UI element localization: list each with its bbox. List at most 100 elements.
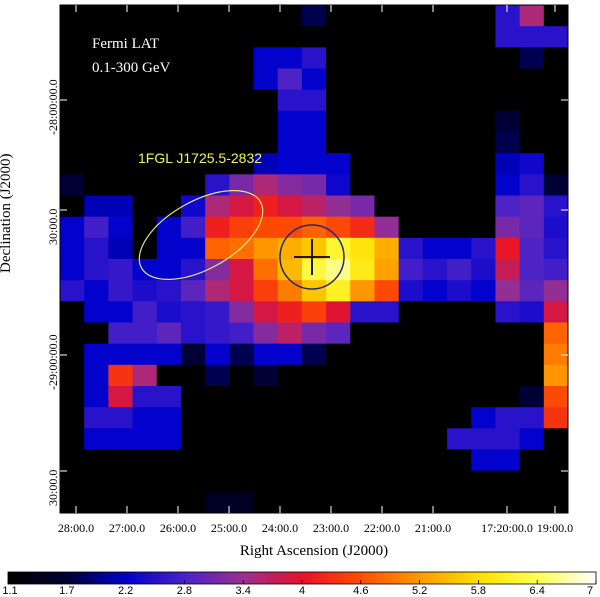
heatmap-cell <box>132 153 158 175</box>
heatmap-cell <box>60 428 85 451</box>
heatmap-cell <box>229 110 255 133</box>
heatmap-cell <box>253 386 279 408</box>
heatmap-cell <box>205 470 230 493</box>
heatmap-cell <box>326 280 351 302</box>
heatmap-cell <box>253 195 279 218</box>
heatmap-cell <box>495 237 521 260</box>
heatmap-cell <box>253 237 279 260</box>
heatmap-cell <box>84 110 109 133</box>
heatmap-cell <box>422 195 448 218</box>
heatmap-cell <box>398 364 424 387</box>
heatmap-cell <box>495 301 521 324</box>
heatmap-cell <box>108 407 134 429</box>
heatmap-cell <box>471 47 497 70</box>
heatmap-cell <box>326 110 351 133</box>
heatmap-cell <box>350 386 376 408</box>
x-tick-label: 28:00.0 <box>57 521 95 535</box>
axis-ticks <box>60 5 568 513</box>
heatmap-cell <box>543 259 568 281</box>
heatmap-cell <box>374 89 400 112</box>
heatmap-cell <box>326 343 351 366</box>
heatmap-cell <box>374 449 400 472</box>
heatmap-cell <box>156 110 182 133</box>
heatmap-cell <box>132 132 158 154</box>
heatmap-cell <box>277 216 303 239</box>
heatmap-cell <box>108 364 134 387</box>
heatmap-cell <box>156 259 182 281</box>
heatmap-cell <box>326 237 351 260</box>
heatmap-cell <box>543 195 568 218</box>
heatmap-cell <box>205 195 230 218</box>
colorbar-tick-label: 5.2 <box>411 585 428 597</box>
heatmap-cell <box>519 470 545 493</box>
heatmap-cell <box>205 449 230 472</box>
heatmap-cell <box>422 110 448 133</box>
heatmap-cell <box>84 449 109 472</box>
heatmap-cell <box>229 195 255 218</box>
heatmap-cell <box>156 301 182 324</box>
heatmap-cell <box>229 5 255 27</box>
heatmap-cell <box>301 364 327 387</box>
heatmap-cell <box>60 259 85 281</box>
heatmap-cell <box>180 47 206 70</box>
heatmap-cell <box>350 280 376 302</box>
heatmap-cell <box>156 174 182 197</box>
heatmap-cell <box>350 470 376 493</box>
heatmap-cell <box>84 491 109 513</box>
heatmap-cell <box>60 26 85 48</box>
heatmap-cell <box>205 153 230 175</box>
heatmap-cell <box>519 259 545 281</box>
heatmap-cell <box>543 47 568 70</box>
heatmap-cell <box>326 26 351 48</box>
source-ellipse <box>138 190 264 280</box>
heatmap-cell <box>229 89 255 112</box>
heatmap-cell <box>205 132 230 154</box>
source-label: 1FGL J1725.5-2832 <box>138 150 263 166</box>
heatmap-cell <box>398 407 424 429</box>
heatmap-cell <box>253 491 279 513</box>
heatmap-cell <box>108 449 134 472</box>
heatmap-cell <box>180 470 206 493</box>
heatmap-cell <box>422 153 448 175</box>
heatmap-cell <box>398 491 424 513</box>
heatmap-cell <box>253 5 279 27</box>
heatmap-cell <box>132 26 158 48</box>
heatmap-cell <box>108 47 134 70</box>
error-circle <box>279 224 345 290</box>
heatmap-cell <box>350 216 376 239</box>
heatmap-cell <box>326 364 351 387</box>
heatmap-cell <box>495 174 521 197</box>
heatmap-cell <box>422 491 448 513</box>
heatmap-cell <box>519 5 545 27</box>
heatmap-cell <box>156 132 182 154</box>
heatmap-cell <box>180 407 206 429</box>
heatmap-cell <box>519 195 545 218</box>
heatmap-cell <box>374 216 400 239</box>
y-tick-label: -28:00:00.0 <box>46 79 60 135</box>
heatmap-cell <box>205 174 230 197</box>
heatmap-cell <box>495 132 521 154</box>
heatmap-cell <box>398 132 424 154</box>
heatmap-cell <box>277 491 303 513</box>
heatmap-cell <box>180 153 206 175</box>
heatmap-cell <box>471 110 497 133</box>
heatmap-cell <box>350 110 376 133</box>
heatmap-cell <box>84 322 109 345</box>
heatmap-cell <box>519 110 545 133</box>
heatmap-cell <box>253 343 279 366</box>
heatmap-cell <box>543 68 568 91</box>
heatmap-cell <box>447 132 472 154</box>
heatmap-cell <box>543 89 568 112</box>
heatmap-cell <box>519 47 545 70</box>
heatmap-cell <box>180 280 206 302</box>
heatmap-cell <box>205 110 230 133</box>
heatmap-cell <box>374 259 400 281</box>
heatmap-cell <box>84 195 109 218</box>
colorbar-tick-label: 2.8 <box>176 585 193 597</box>
heatmap-cell <box>229 407 255 429</box>
heatmap-cell <box>108 68 134 91</box>
heatmap-cell <box>205 259 230 281</box>
heatmap-cell <box>205 322 230 345</box>
heatmap-cell <box>519 132 545 154</box>
heatmap-cell <box>495 259 521 281</box>
